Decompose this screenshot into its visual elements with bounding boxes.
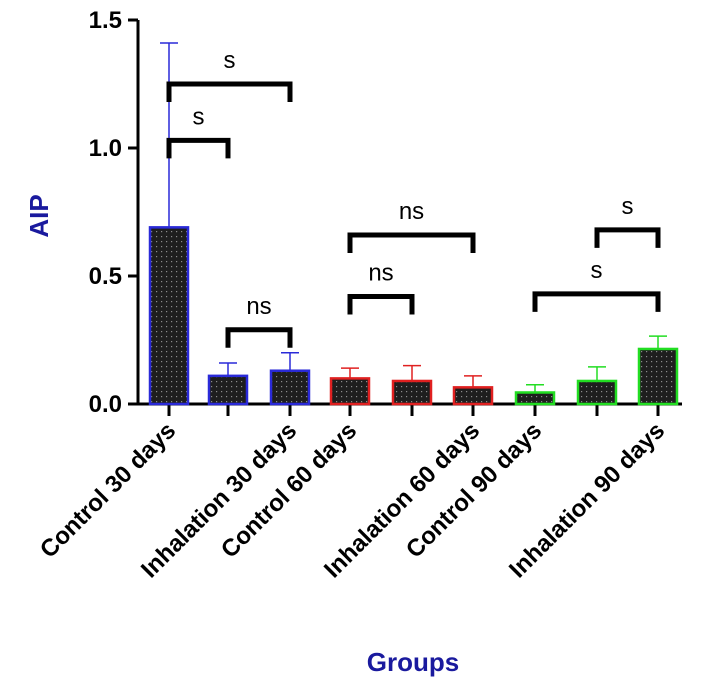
significance-bracket [166,137,231,159]
y-tick-label: 1.5 [89,7,122,34]
bars [148,226,679,406]
significance-label: ns [368,259,393,286]
significance-bracket [347,232,476,254]
significance-bracket [594,227,661,248]
y-axis-title: AIP [24,194,54,237]
significance-label: ns [246,293,271,320]
y-tick-label: 0.0 [89,391,122,418]
significance-label: ns [399,198,424,225]
bar [514,391,556,406]
bar [207,374,249,406]
significance-bracket [166,81,293,102]
y-tick-labels: 0.0 0.5 1.0 1.5 [89,7,122,418]
significance-bracket [347,293,415,315]
bar [329,377,371,406]
x-axis-title: Groups [367,647,459,677]
bar [637,347,679,406]
bar [269,369,311,406]
x-axis [138,402,682,416]
significance-label: s [591,257,603,284]
bar [452,386,494,406]
significance-label: s [622,193,634,220]
significance-brackets: s s ns ns ns s s [166,47,661,348]
significance-label: s [193,103,205,130]
error-bars [160,42,667,393]
significance-bracket [532,291,661,312]
significance-bracket [225,327,293,348]
y-tick-label: 0.5 [89,263,122,290]
y-tick-label: 1.0 [89,135,122,162]
bar [576,379,618,406]
bar [391,379,433,406]
y-axis [128,18,140,406]
bar [148,226,190,406]
significance-label: s [224,47,236,74]
